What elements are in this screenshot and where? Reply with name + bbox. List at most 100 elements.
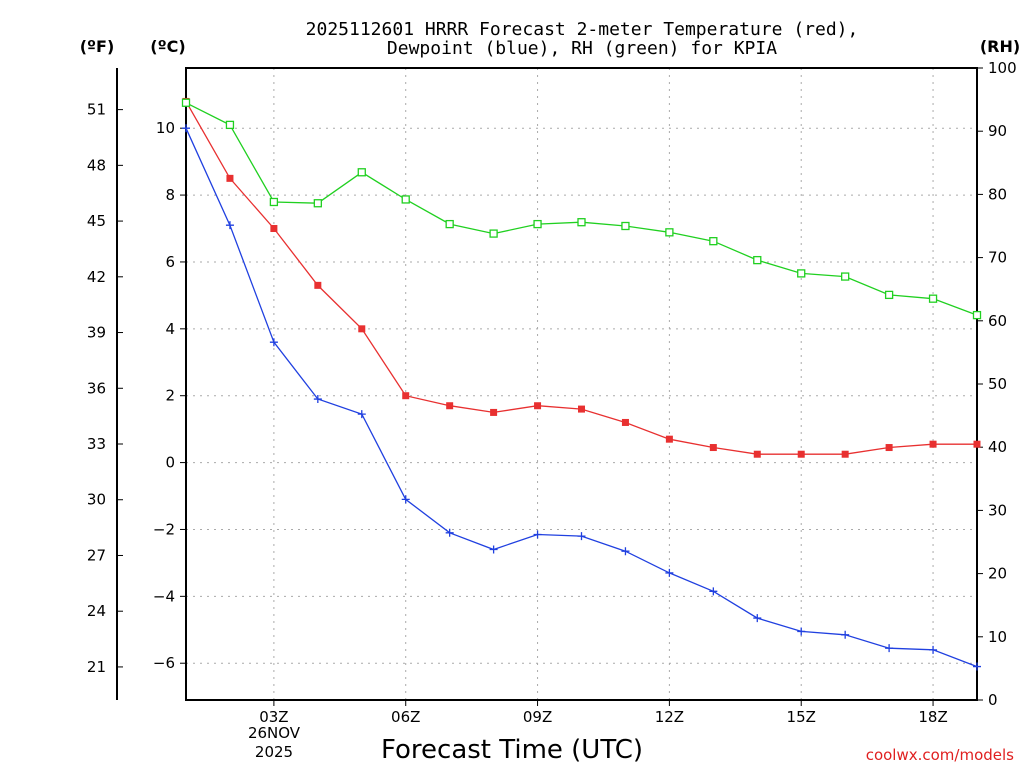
temperature-series xyxy=(182,97,981,458)
temperature-point xyxy=(446,402,454,410)
temperature-point xyxy=(797,450,805,458)
temperature-point xyxy=(929,440,937,448)
fahrenheit-tick-label: 51 xyxy=(87,101,106,119)
x-tick-label: 03Z xyxy=(259,708,288,726)
celsius-tick-label: 0 xyxy=(165,454,175,472)
fahrenheit-tick-label: 45 xyxy=(87,212,106,230)
chart-title-line-2: Dewpoint (blue), RH (green) for KPIA xyxy=(387,38,777,59)
rh-tick-label: 80 xyxy=(988,185,1007,203)
rh-point xyxy=(181,98,191,107)
rh-point xyxy=(313,199,322,208)
dewpoint-point xyxy=(357,410,366,419)
x-tick-label: 06Z xyxy=(391,708,420,726)
rh-point xyxy=(269,197,279,207)
dewpoint-point xyxy=(489,545,498,554)
celsius-tick-label: 8 xyxy=(165,186,175,204)
chart-title-line-1: 2025112601 HRRR Forecast 2-meter Tempera… xyxy=(306,19,859,40)
dewpoint-point xyxy=(753,614,762,623)
dewpoint-point xyxy=(577,532,586,541)
rh-point xyxy=(709,237,718,246)
fahrenheit-tick-label: 30 xyxy=(87,491,106,509)
fahrenheit-tick-label: 27 xyxy=(87,546,106,564)
dewpoint-point xyxy=(269,338,278,347)
temperature-point xyxy=(578,405,585,413)
dewpoint-point xyxy=(445,528,454,537)
rh-point xyxy=(225,120,235,130)
celsius-tick-label: 6 xyxy=(165,253,175,271)
grid-lines xyxy=(186,68,977,700)
dewpoint-series xyxy=(182,124,981,671)
fahrenheit-tick-label: 48 xyxy=(87,156,106,174)
celsius-tick-label: −2 xyxy=(153,520,175,538)
dewpoint-point xyxy=(533,530,542,539)
plot-frame xyxy=(185,67,978,701)
rh-point xyxy=(753,255,762,265)
date-label-year: 2025 xyxy=(255,743,293,761)
temperature-line xyxy=(185,101,977,455)
celsius-tick-label: 2 xyxy=(165,387,175,405)
rh-point xyxy=(489,229,498,238)
dewpoint-point xyxy=(665,568,674,577)
x-tick-label: 09Z xyxy=(523,708,552,726)
fahrenheit-unit-label: (ºF) xyxy=(80,37,115,56)
dewpoint-point xyxy=(709,587,718,596)
temperature-point xyxy=(358,325,366,333)
fahrenheit-tick-label: 33 xyxy=(87,435,106,453)
x-axis-title: Forecast Time (UTC) xyxy=(381,735,643,765)
rh-point xyxy=(884,290,894,300)
fahrenheit-tick-label: 39 xyxy=(87,324,106,342)
dewpoint-point xyxy=(973,662,981,671)
rh-point xyxy=(621,221,630,231)
celsius-tick-label: 10 xyxy=(156,119,175,137)
dewpoint-point xyxy=(885,644,894,653)
celsius-tick-label: 4 xyxy=(165,320,175,338)
rh-point xyxy=(665,228,674,237)
dewpoint-point xyxy=(182,124,190,133)
series-group xyxy=(181,97,982,671)
rh-tick-label: 0 xyxy=(988,691,998,709)
x-tick-label: 15Z xyxy=(787,708,816,726)
x-tick-label: 18Z xyxy=(918,708,947,726)
source-credit: coolwx.com/models xyxy=(866,746,1014,764)
rh-point xyxy=(928,294,938,303)
dewpoint-point xyxy=(841,630,850,639)
rh-point xyxy=(841,272,850,281)
date-label-day: 26NOV xyxy=(248,724,301,742)
fahrenheit-tick-label: 24 xyxy=(87,602,106,620)
dewpoint-point xyxy=(313,395,322,404)
rh-tick-label: 40 xyxy=(988,438,1007,456)
rh-tick-label: 10 xyxy=(988,628,1007,646)
dewpoint-point xyxy=(929,645,938,654)
rh-tick-label: 100 xyxy=(988,59,1017,77)
rh-point xyxy=(797,269,806,278)
temperature-point xyxy=(973,440,981,448)
temperature-point xyxy=(270,225,278,233)
celsius-tick-label: −4 xyxy=(153,587,175,605)
temperature-point xyxy=(621,418,629,426)
rh-tick-label: 60 xyxy=(988,312,1007,330)
temperature-point xyxy=(534,402,542,410)
temperature-point xyxy=(226,174,234,182)
rh-unit-label: (RH) xyxy=(980,37,1020,56)
rh-point xyxy=(401,195,410,204)
rh-tick-label: 30 xyxy=(988,501,1007,519)
rh-tick-label: 20 xyxy=(988,565,1007,583)
dewpoint-line xyxy=(185,127,978,668)
dewpoint-point xyxy=(225,221,234,230)
temperature-point xyxy=(665,435,673,443)
rh-point xyxy=(445,219,454,229)
dewpoint-point xyxy=(621,547,630,556)
fahrenheit-tick-label: 21 xyxy=(87,658,106,676)
rh-line xyxy=(185,102,978,316)
temperature-point xyxy=(314,281,322,289)
temperature-point xyxy=(402,392,410,400)
rh-point xyxy=(972,310,982,320)
rh-series xyxy=(181,98,982,320)
temperature-point xyxy=(753,450,761,458)
temperature-point xyxy=(490,408,498,416)
rh-point xyxy=(577,218,586,227)
celsius-tick-label: −6 xyxy=(153,654,175,672)
temperature-point xyxy=(841,450,849,458)
fahrenheit-tick-label: 36 xyxy=(87,379,106,397)
